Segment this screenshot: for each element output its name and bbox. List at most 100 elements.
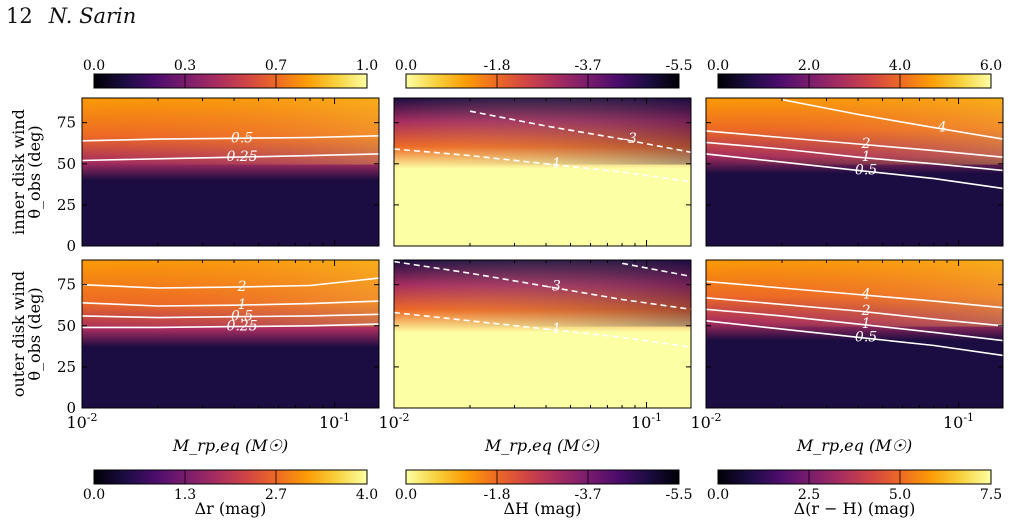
x-tick-label: 10-1	[631, 411, 662, 432]
colorbar-label: Δ(r − H) (mag)	[794, 499, 916, 518]
panel-5: -3 -1 -5 10-2 10-1 M_rp,eq (M☉) 0.0 -1.8 -3.7 -5.…	[378, 259, 706, 518]
y-tick-label: 25	[57, 358, 76, 376]
colorbar-tick-label: 0.0	[83, 487, 105, 503]
colorbar	[717, 73, 992, 89]
contour-line-0.5	[705, 320, 1004, 357]
colorbar-tick-label: -3.7	[575, 58, 602, 74]
colorbar-tick-label: 4.0	[356, 487, 378, 503]
y-tick-label: 75	[57, 114, 76, 132]
colorbar-tick-label: 2.0	[798, 58, 820, 74]
panel-3: 4 210.5 0.0 2.0 4.0 6.0	[705, 58, 1004, 247]
x-tick-label: 10-1	[943, 411, 974, 432]
colorbar-tick-label: -1.8	[484, 58, 511, 74]
colorbar	[93, 469, 368, 485]
colorbar-label: ΔH (mag)	[503, 499, 581, 518]
contour-label: 0.5	[855, 329, 877, 345]
contour-label: 2	[237, 279, 247, 295]
contour-line--3	[393, 260, 692, 311]
author-name: N. Sarin	[48, 4, 137, 28]
panel-1: 0.5 0.25 0 25 50 75 θ_obs (deg) 0.0 0.3 0.7 1.0	[25, 58, 380, 255]
y-tick-label: 0	[66, 237, 76, 255]
colorbar-tick-label: 0.7	[265, 58, 287, 74]
x-axis-label: M_rp,eq (M☉)	[172, 436, 288, 455]
axes-frame	[705, 259, 1004, 409]
contour-label: -3	[547, 278, 561, 294]
contour-line-2	[81, 277, 380, 289]
heatmap-tilt	[394, 98, 691, 165]
axes-frame	[81, 259, 380, 409]
colorbar-tick-label: 2.5	[798, 487, 820, 503]
colorbar-label: Δr (mag)	[195, 499, 267, 518]
y-tick-label: 0	[66, 399, 76, 417]
x-tick-label: 10-2	[690, 411, 721, 432]
contour-label: 1	[862, 316, 871, 332]
x-tick-label: 10-2	[378, 411, 409, 432]
y-tick-label: 75	[57, 276, 76, 294]
contour-line-0.5	[81, 135, 380, 142]
contour-label: -3	[623, 131, 637, 147]
row-label-1: inner disk wind	[9, 109, 28, 235]
heatmap-tilt	[394, 260, 691, 327]
colorbar-tick-label: 1.0	[356, 58, 378, 74]
panel-4: 2 10.50.25 0 25 50 75 10-2 10-1 θ_obs (deg) M_rp,…	[25, 259, 380, 518]
axes-frame	[393, 97, 692, 247]
contour-line-1	[705, 141, 1004, 172]
contour-label: 1	[862, 149, 871, 165]
contour-line--1	[393, 311, 692, 348]
colorbar-tick-label: 0.0	[707, 58, 729, 74]
contour-label: -1	[547, 321, 561, 337]
colorbar-tick-label: 4.0	[889, 58, 911, 74]
colorbar-tick-label: -5.5	[666, 487, 693, 503]
contour-line-4	[705, 280, 1004, 309]
panel-2: -3 -1 0.0 -1.8 -3.7 -5.5	[393, 58, 693, 247]
contour-line-1	[81, 300, 380, 307]
contour-line-2	[705, 130, 1004, 158]
contour-label: 0.25	[226, 149, 257, 165]
colorbar-tick-label: 7.5	[980, 487, 1002, 503]
colorbar-tick-label: -3.7	[575, 487, 602, 503]
contour-line-4	[781, 98, 1004, 140]
colorbar-tick-label: 0.0	[395, 58, 417, 74]
contour-line-0.25	[81, 153, 380, 162]
x-tick-label: 10-2	[66, 411, 97, 432]
running-head: 12 N. Sarin	[6, 4, 136, 28]
colorbar-tick-label: 2.7	[265, 487, 287, 503]
heatmap-tilt	[706, 260, 1003, 327]
axes-frame	[393, 259, 692, 409]
y-tick-label: 25	[57, 196, 76, 214]
colorbar-tick-label: 6.0	[980, 58, 1002, 74]
contour-label: 2	[861, 303, 871, 319]
x-axis-label: M_rp,eq (M☉)	[796, 436, 912, 455]
axes-frame	[81, 97, 380, 247]
colorbar-tick-label: 5.0	[889, 487, 911, 503]
contour-label: 4	[937, 120, 947, 136]
y-axis-label: θ_obs (deg)	[25, 125, 44, 218]
contour-line-2	[705, 297, 1004, 327]
heatmap-tilt	[82, 98, 379, 165]
contour-line-0.5	[81, 313, 380, 319]
colorbar-tick-label: -1.8	[484, 487, 511, 503]
contour-label: -1	[547, 156, 561, 172]
row-label-2: outer disk wind	[9, 271, 28, 397]
x-tick-label: 10-1	[319, 411, 350, 432]
colorbar-tick-label: 0.0	[707, 487, 729, 503]
contour-label: 0.5	[231, 309, 253, 325]
contour-line-1	[705, 308, 1004, 342]
colorbar	[405, 73, 680, 89]
contour-label: 0.5	[231, 130, 253, 146]
y-axis-label: θ_obs (deg)	[25, 287, 44, 380]
x-axis-label: M_rp,eq (M☉)	[484, 436, 600, 455]
colorbar	[405, 469, 680, 485]
contour-line-0.5	[705, 153, 1004, 190]
y-tick-label: 50	[57, 155, 76, 173]
page-number: 12	[6, 4, 33, 28]
contour-label: 1	[238, 297, 247, 313]
colorbar	[717, 469, 992, 485]
contour-line--1	[393, 148, 692, 183]
colorbar-tick-label: 1.3	[174, 487, 196, 503]
colorbar-tick-label: -5.5	[666, 58, 693, 74]
colorbar-tick-label: 0.3	[174, 58, 196, 74]
contour-label: 0.25	[226, 319, 257, 335]
